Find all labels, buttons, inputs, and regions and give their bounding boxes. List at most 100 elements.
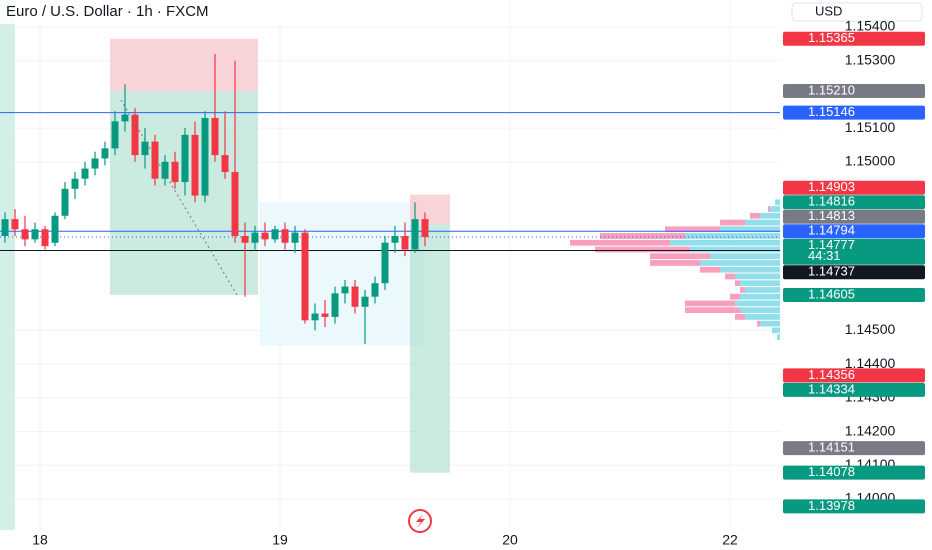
candle-body bbox=[361, 296, 369, 307]
price-badge bbox=[783, 368, 925, 383]
candle-body bbox=[411, 219, 419, 250]
price-badge-label: 1.15210 bbox=[808, 82, 855, 97]
candle-body bbox=[111, 121, 119, 149]
x-tick-label: 18 bbox=[32, 532, 48, 548]
volume-sell bbox=[750, 212, 760, 219]
price-badge bbox=[783, 265, 925, 280]
price-badge-label: 1.14356 bbox=[808, 367, 855, 382]
volume-sell bbox=[650, 253, 710, 260]
volume-buy bbox=[772, 327, 780, 334]
candle-body bbox=[371, 283, 379, 297]
candle-body bbox=[381, 242, 389, 284]
candle-body bbox=[151, 141, 159, 179]
price-badge-label: 1.13978 bbox=[808, 498, 855, 513]
candle-body bbox=[21, 229, 29, 240]
price-badge-label: 1.14151 bbox=[808, 440, 855, 455]
candle-body bbox=[1, 219, 9, 237]
logo-bolt bbox=[416, 514, 425, 528]
candle-body bbox=[71, 178, 79, 189]
price-badge bbox=[783, 382, 925, 397]
volume-sell bbox=[730, 293, 740, 300]
candle-body bbox=[91, 158, 99, 169]
y-tick-label: 1.15000 bbox=[845, 153, 896, 169]
volume-buy bbox=[760, 212, 780, 219]
price-badge bbox=[783, 499, 925, 514]
price-badge-label: 1.14605 bbox=[808, 286, 855, 301]
candle-body bbox=[401, 236, 409, 250]
candle-body bbox=[391, 236, 399, 243]
candle-body bbox=[241, 236, 249, 243]
volume-sell bbox=[570, 239, 670, 246]
candle-body bbox=[231, 171, 239, 237]
y-tick-label: 1.14400 bbox=[845, 355, 896, 371]
candle-body bbox=[271, 229, 279, 240]
stop-zone bbox=[410, 194, 450, 224]
price-badge-label: 1.14903 bbox=[808, 179, 855, 194]
price-badge-label: 1.15146 bbox=[808, 104, 855, 119]
price-badge bbox=[783, 288, 925, 303]
volume-sell bbox=[757, 320, 760, 327]
candle-body bbox=[161, 161, 169, 179]
plot bbox=[0, 53, 780, 344]
y-tick-label: 1.15100 bbox=[845, 119, 896, 135]
candle-body bbox=[321, 313, 329, 317]
candle-body bbox=[141, 141, 149, 156]
price-badge-label: 1.14813 bbox=[808, 208, 855, 223]
title-backdrop bbox=[0, 0, 440, 24]
candle-body bbox=[81, 168, 89, 179]
candle-body bbox=[191, 134, 199, 196]
position-strip bbox=[0, 0, 15, 530]
candle-body bbox=[61, 188, 69, 216]
x-tick-label: 19 bbox=[272, 532, 288, 548]
price-badge bbox=[783, 105, 925, 120]
y-tick-label: 1.14500 bbox=[845, 321, 896, 337]
target-zone bbox=[410, 223, 450, 473]
candle-body bbox=[221, 155, 229, 172]
volume-buy bbox=[770, 206, 780, 212]
candle-body bbox=[131, 114, 139, 156]
price-badge bbox=[783, 465, 925, 480]
price-badge-label: 1.14777 bbox=[808, 237, 855, 252]
price-badge bbox=[783, 195, 925, 210]
y-tick-label: 1.14200 bbox=[845, 422, 896, 438]
volume-sell bbox=[720, 219, 745, 226]
price-badge bbox=[783, 84, 925, 99]
price-badge bbox=[783, 209, 925, 224]
price-badge bbox=[783, 238, 925, 265]
candle-body bbox=[341, 286, 349, 294]
volume-buy bbox=[745, 219, 780, 226]
candle-body bbox=[301, 232, 309, 321]
volume-buy bbox=[670, 239, 780, 246]
price-badge bbox=[783, 441, 925, 456]
volume-sell bbox=[685, 307, 740, 314]
price-badge-label: 1.14794 bbox=[808, 223, 855, 238]
candle-body bbox=[311, 313, 319, 321]
candle-body bbox=[331, 293, 339, 317]
price-badge bbox=[783, 180, 925, 195]
price-badge bbox=[783, 31, 925, 46]
volume-buy bbox=[777, 334, 780, 341]
volume-sell bbox=[665, 226, 720, 233]
x-tick-label: 22 bbox=[722, 532, 738, 548]
volume-buy bbox=[745, 314, 780, 320]
volume-sell bbox=[595, 246, 690, 253]
logo[interactable] bbox=[408, 509, 432, 533]
volume-sell bbox=[650, 260, 700, 266]
chart-title: Euro / U.S. Dollar · 1h · FXCM bbox=[6, 3, 209, 20]
volume-buy bbox=[775, 199, 780, 206]
candle-body bbox=[101, 148, 109, 159]
candle-body bbox=[261, 232, 269, 240]
volume-buy bbox=[710, 253, 780, 260]
candle-body bbox=[211, 118, 219, 156]
currency-box[interactable] bbox=[791, 2, 923, 22]
price-badge-label: 1.15365 bbox=[808, 30, 855, 45]
volume-buy bbox=[740, 280, 780, 287]
volume-buy bbox=[720, 266, 780, 273]
candle-body bbox=[41, 229, 49, 247]
volume-sell bbox=[600, 233, 685, 239]
x-tick-label: 20 bbox=[502, 532, 518, 548]
volume-buy bbox=[735, 273, 780, 280]
price-badge-label: 1.14816 bbox=[808, 194, 855, 209]
volume-buy bbox=[740, 307, 780, 314]
